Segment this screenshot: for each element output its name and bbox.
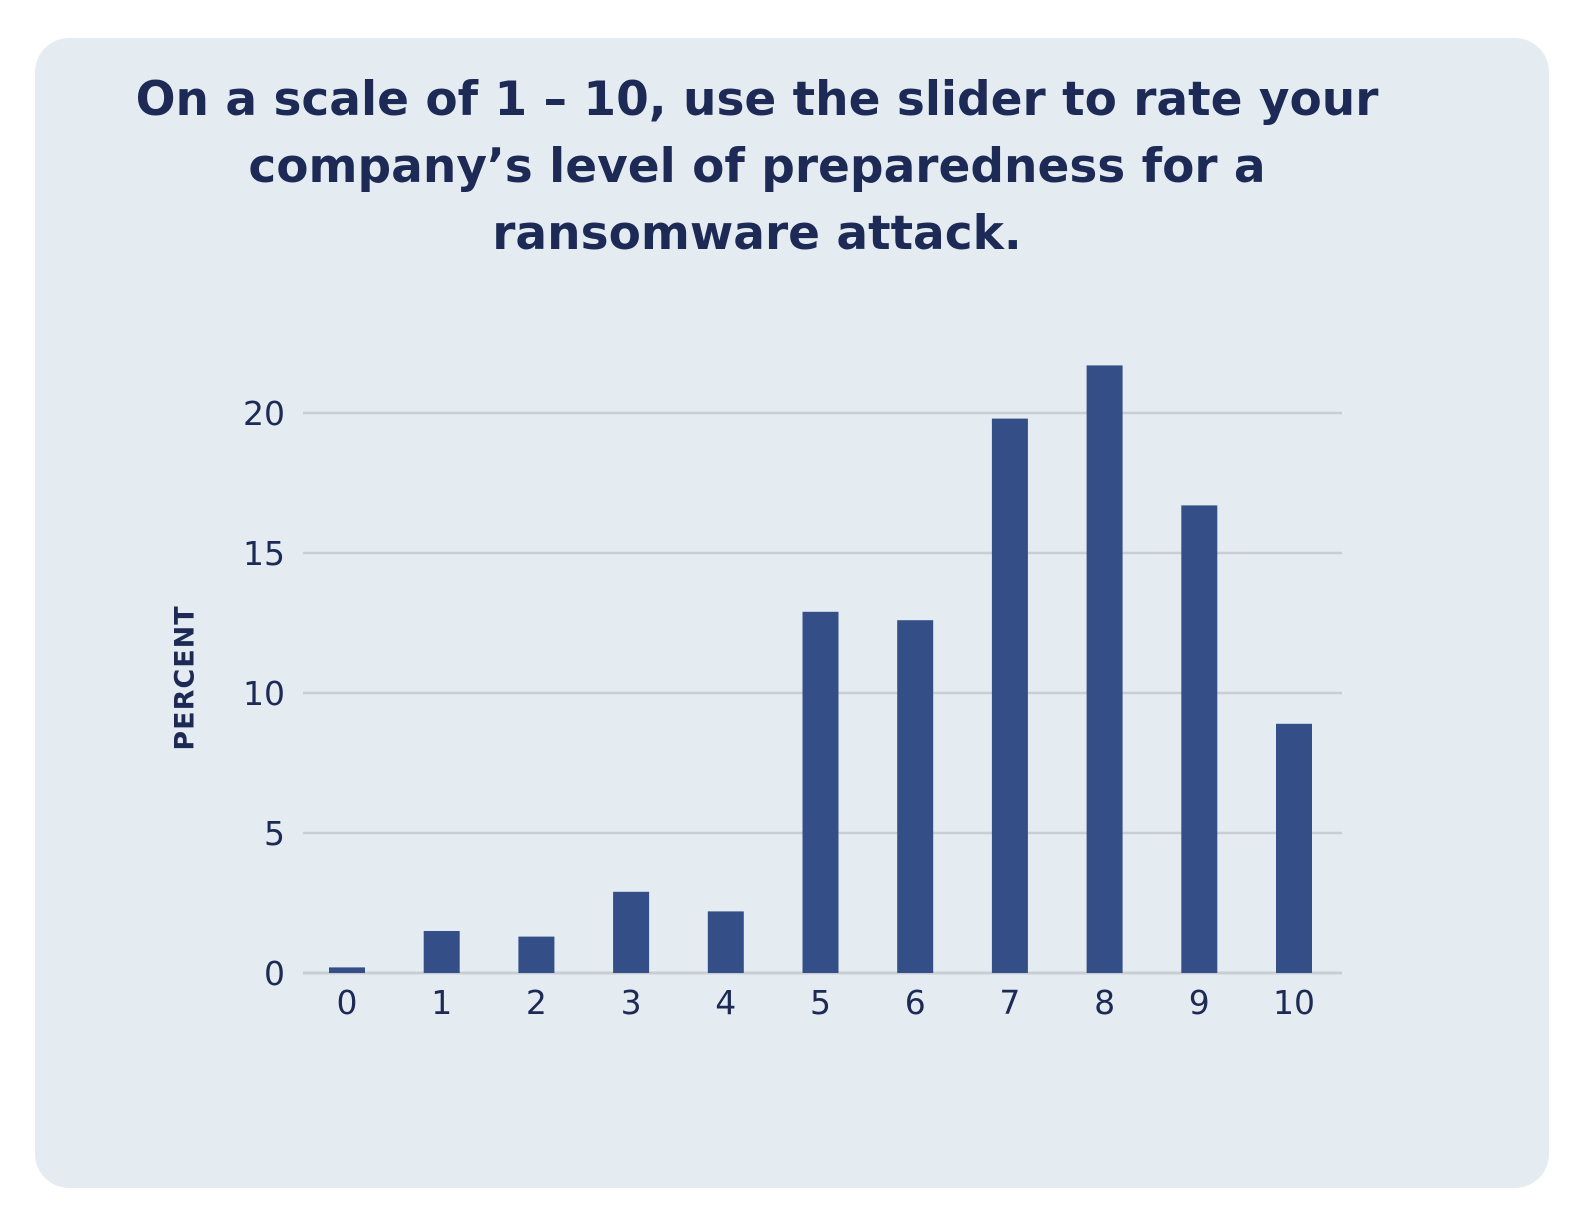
bar-4	[707, 911, 744, 973]
x-tick-label: 9	[1189, 983, 1210, 1022]
bar-6	[897, 620, 934, 973]
bar-3	[613, 891, 650, 973]
bar-1	[423, 931, 460, 973]
bar-7	[991, 418, 1028, 974]
y-tick-label: 5	[264, 814, 285, 853]
x-tick-label: 10	[1273, 983, 1315, 1022]
x-tick-labels: 0 1 2 3 4 5 6 7 8 9 10	[337, 983, 1316, 1022]
x-tick-label: 5	[810, 983, 831, 1022]
bars	[329, 365, 1312, 974]
bar-5	[802, 611, 839, 973]
bar-8	[1086, 365, 1123, 973]
bar-9	[1181, 505, 1218, 973]
x-tick-label: 3	[621, 983, 642, 1022]
y-tick-label: 15	[243, 534, 285, 573]
chart-title: On a scale of 1 – 10, use the slider to …	[135, 72, 1379, 261]
x-tick-label: 4	[715, 983, 736, 1022]
bar-2	[518, 936, 555, 973]
x-tick-label: 8	[1094, 983, 1115, 1022]
x-tick-label: 1	[431, 983, 452, 1022]
x-tick-label: 7	[999, 983, 1020, 1022]
x-tick-label: 0	[337, 983, 358, 1022]
x-tick-label: 2	[526, 983, 547, 1022]
bar-10	[1276, 723, 1312, 973]
y-tick-label: 10	[243, 674, 285, 713]
y-tick-label: 0	[264, 954, 285, 993]
y-tick-label: 20	[243, 394, 285, 433]
x-tick-label: 6	[905, 983, 926, 1022]
y-tick-labels: 0 5 10 15 20	[243, 394, 285, 993]
bar-0	[329, 967, 365, 973]
chart-card	[35, 38, 1549, 1188]
